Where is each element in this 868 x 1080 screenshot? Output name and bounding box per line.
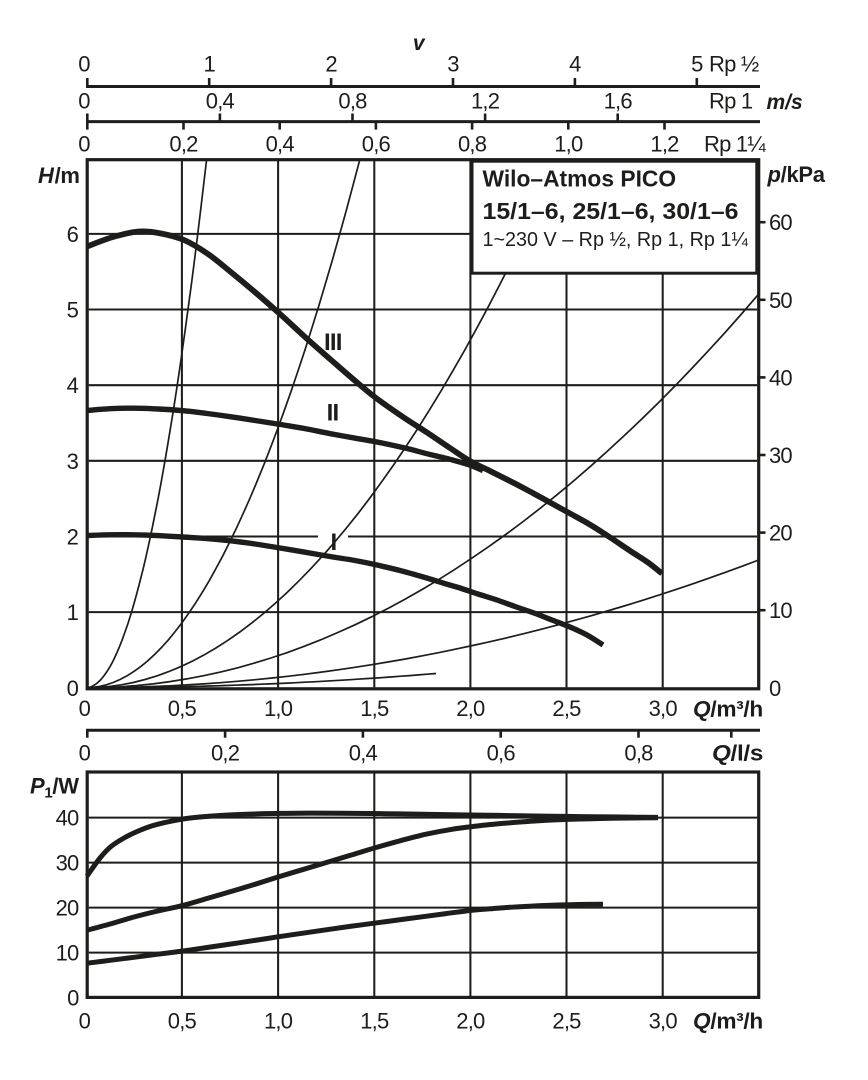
svg-text:0: 0 bbox=[78, 132, 90, 157]
svg-text:0,5: 0,5 bbox=[168, 696, 197, 721]
svg-text:10: 10 bbox=[56, 941, 79, 966]
svg-text:1,0: 1,0 bbox=[264, 696, 293, 721]
svg-text:3,0: 3,0 bbox=[649, 1009, 678, 1034]
svg-text:0: 0 bbox=[67, 985, 79, 1010]
svg-text:1,5: 1,5 bbox=[360, 1009, 389, 1034]
svg-text:0,4: 0,4 bbox=[266, 132, 295, 157]
svg-text:2,0: 2,0 bbox=[456, 696, 485, 721]
svg-text:P1/W: P1/W bbox=[30, 774, 79, 802]
svg-text:15/1–6, 25/1–6, 30/1–6: 15/1–6, 25/1–6, 30/1–6 bbox=[483, 198, 739, 224]
svg-text:3: 3 bbox=[447, 52, 459, 77]
svg-text:1,6: 1,6 bbox=[604, 89, 633, 114]
svg-text:Rp 1: Rp 1 bbox=[709, 89, 753, 114]
svg-text:Rp ½: Rp ½ bbox=[709, 52, 759, 77]
svg-text:0: 0 bbox=[67, 676, 79, 701]
svg-text:1,2: 1,2 bbox=[650, 132, 679, 157]
svg-text:20: 20 bbox=[56, 896, 79, 921]
svg-text:1,5: 1,5 bbox=[360, 696, 389, 721]
svg-text:m/s: m/s bbox=[767, 91, 803, 114]
svg-text:1,0: 1,0 bbox=[264, 1009, 293, 1034]
svg-text:6: 6 bbox=[67, 222, 79, 247]
svg-text:0,5: 0,5 bbox=[168, 1009, 197, 1034]
svg-text:II: II bbox=[327, 399, 339, 426]
svg-text:0,4: 0,4 bbox=[349, 741, 378, 766]
svg-text:2,0: 2,0 bbox=[456, 1009, 485, 1034]
svg-text:4: 4 bbox=[569, 52, 581, 77]
svg-text:0,2: 0,2 bbox=[169, 132, 198, 157]
svg-text:60: 60 bbox=[769, 210, 792, 235]
svg-text:1: 1 bbox=[203, 52, 215, 77]
svg-text:2,5: 2,5 bbox=[552, 1009, 581, 1034]
svg-text:0,8: 0,8 bbox=[624, 741, 653, 766]
svg-text:Q/m³/h: Q/m³/h bbox=[693, 1009, 763, 1034]
svg-text:3,0: 3,0 bbox=[649, 696, 678, 721]
svg-text:I: I bbox=[330, 529, 336, 556]
svg-text:40: 40 bbox=[56, 806, 79, 831]
svg-text:0,4: 0,4 bbox=[206, 89, 235, 114]
svg-text:2,5: 2,5 bbox=[552, 696, 581, 721]
svg-text:Wilo–Atmos PICO: Wilo–Atmos PICO bbox=[483, 166, 677, 192]
svg-text:2: 2 bbox=[67, 525, 79, 550]
svg-text:0,2: 0,2 bbox=[211, 741, 240, 766]
svg-text:0: 0 bbox=[79, 1009, 91, 1034]
svg-text:v: v bbox=[413, 32, 426, 55]
svg-text:0: 0 bbox=[78, 52, 90, 77]
svg-text:3: 3 bbox=[67, 449, 79, 474]
svg-text:40: 40 bbox=[769, 365, 792, 390]
svg-text:Q/l/s: Q/l/s bbox=[712, 741, 763, 766]
svg-text:Q/m³/h: Q/m³/h bbox=[693, 697, 763, 722]
svg-text:III: III bbox=[324, 329, 342, 356]
svg-text:10: 10 bbox=[769, 598, 792, 623]
svg-text:Rp 1¼: Rp 1¼ bbox=[704, 132, 766, 157]
svg-text:1,2: 1,2 bbox=[471, 89, 500, 114]
svg-text:0: 0 bbox=[78, 89, 90, 114]
svg-text:20: 20 bbox=[769, 521, 792, 546]
svg-text:5: 5 bbox=[691, 52, 703, 77]
svg-text:30: 30 bbox=[769, 443, 792, 468]
svg-text:50: 50 bbox=[769, 288, 792, 313]
svg-text:0: 0 bbox=[79, 696, 91, 721]
svg-text:1,0: 1,0 bbox=[554, 132, 583, 157]
svg-text:0,6: 0,6 bbox=[362, 132, 391, 157]
svg-text:0,8: 0,8 bbox=[458, 132, 487, 157]
svg-text:0,8: 0,8 bbox=[338, 89, 367, 114]
svg-text:5: 5 bbox=[67, 298, 79, 323]
svg-text:1~230 V – Rp ½, Rp 1, Rp 1¼: 1~230 V – Rp ½, Rp 1, Rp 1¼ bbox=[483, 229, 749, 251]
svg-text:H/m: H/m bbox=[38, 163, 80, 188]
svg-text:1: 1 bbox=[67, 600, 79, 625]
svg-text:4: 4 bbox=[67, 373, 79, 398]
svg-text:0: 0 bbox=[79, 741, 91, 766]
svg-text:2: 2 bbox=[325, 52, 337, 77]
svg-text:0: 0 bbox=[769, 676, 781, 701]
svg-text:30: 30 bbox=[56, 851, 79, 876]
svg-text:0,6: 0,6 bbox=[487, 741, 516, 766]
svg-text:p/kPa: p/kPa bbox=[767, 162, 826, 187]
